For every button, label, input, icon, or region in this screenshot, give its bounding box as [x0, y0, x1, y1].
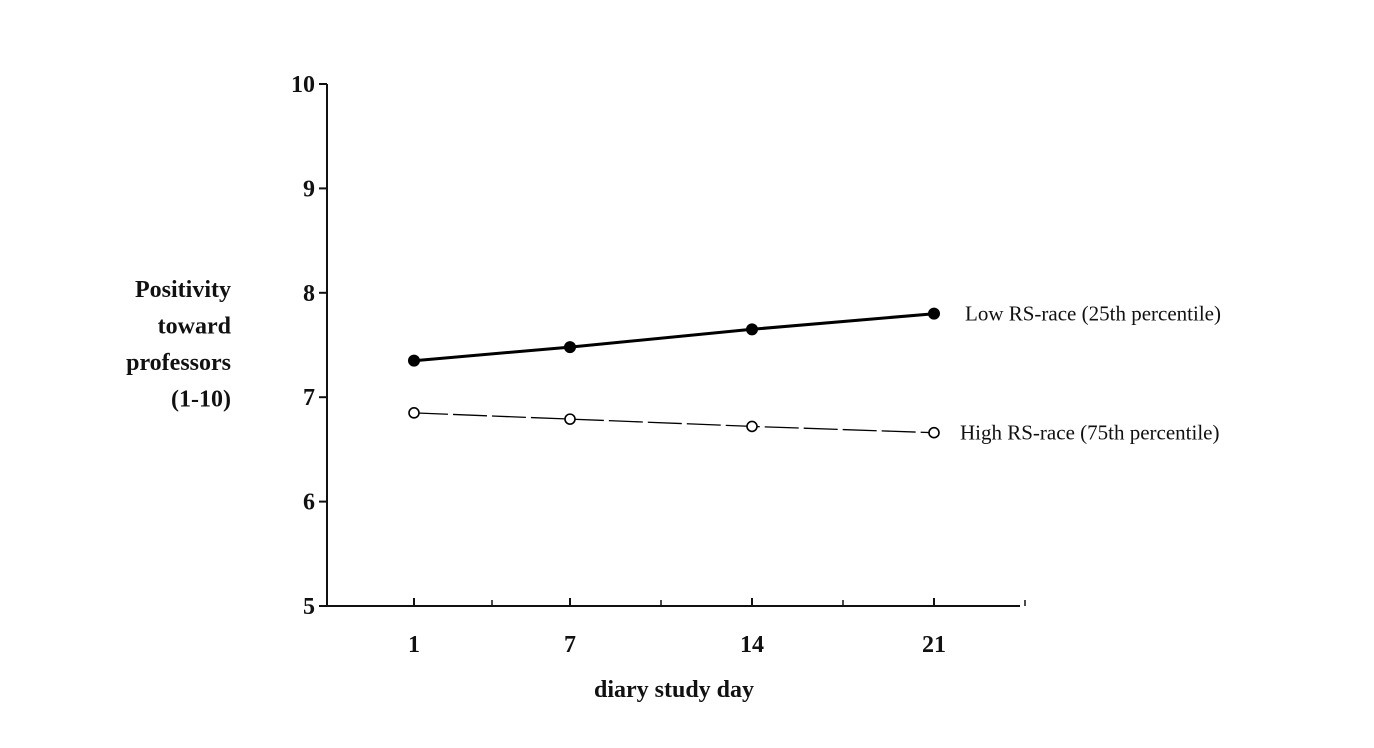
- y-axis-title: Positivity toward professors (1-10): [126, 277, 232, 413]
- x-tick-label: 14: [740, 632, 764, 658]
- data-point: [746, 323, 758, 336]
- axes: [326, 84, 1020, 607]
- series-label: Low RS-race (25th percentile): [965, 302, 1221, 326]
- data-point: [408, 354, 420, 367]
- y-tick-label: 9: [303, 176, 315, 202]
- data-point: [408, 407, 420, 419]
- data-point: [746, 420, 758, 433]
- x-axis-ticks: 1 7 14 21: [408, 598, 1026, 658]
- y-axis-ticks: 5 6 7 8 9 10: [291, 72, 327, 620]
- x-tick-label: 7: [564, 632, 576, 658]
- y-axis-title-line: (1-10): [171, 387, 231, 413]
- series-high-rs-race: High RS-race (75th percentile): [408, 407, 1220, 445]
- series-label: High RS-race (75th percentile): [960, 421, 1220, 445]
- y-tick-label: 5: [303, 594, 315, 620]
- series-line: [413, 412, 935, 434]
- series-low-rs-race: Low RS-race (25th percentile): [408, 302, 1221, 367]
- x-tick-label: 21: [922, 632, 946, 658]
- y-tick-label: 6: [303, 490, 315, 516]
- data-point: [564, 413, 576, 425]
- y-axis-title-line: toward: [158, 314, 232, 340]
- y-axis-title-line: professors: [126, 350, 231, 376]
- y-tick-label: 10: [291, 72, 315, 98]
- series-line: [413, 312, 935, 363]
- x-axis-title: diary study day: [594, 677, 754, 703]
- y-axis-title-line: Positivity: [135, 277, 231, 303]
- data-point: [928, 307, 940, 320]
- series-layer: Low RS-race (25th percentile) High RS-rac…: [408, 302, 1221, 445]
- data-point: [564, 341, 576, 354]
- y-tick-label: 8: [303, 281, 315, 307]
- data-point: [928, 426, 940, 439]
- x-tick-label: 1: [408, 632, 420, 658]
- y-tick-label: 7: [303, 385, 315, 411]
